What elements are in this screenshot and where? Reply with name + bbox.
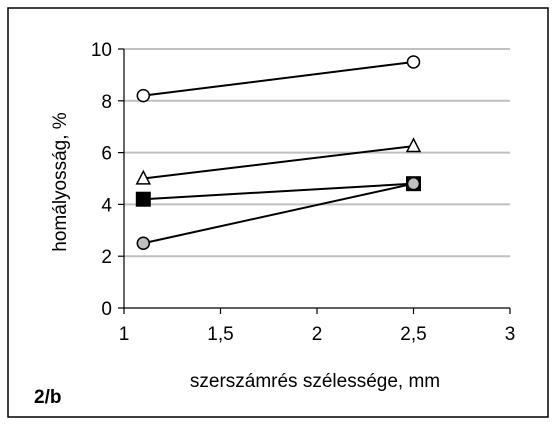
y-tick-label: 10 <box>91 40 112 61</box>
x-tick-label: 1 <box>119 324 130 345</box>
tick-label-layer: 0 2 4 6 8 10 1 1,5 2 2,5 3 <box>91 40 515 345</box>
y-tick-label: 4 <box>101 195 112 216</box>
data-point <box>406 55 421 69</box>
y-axis-label: homályosság, % <box>50 112 71 252</box>
series-line <box>143 182 414 201</box>
series-layer <box>135 55 422 250</box>
x-tick-label: 2,5 <box>400 324 426 345</box>
panel-label: 2/b <box>34 387 61 408</box>
series-line <box>143 145 414 180</box>
y-tick-label: 6 <box>101 144 112 165</box>
data-point <box>406 176 421 191</box>
x-tick-label: 2 <box>312 324 323 345</box>
series-line <box>143 182 414 245</box>
data-point <box>135 191 151 207</box>
data-point <box>136 88 151 103</box>
y-tick-label: 0 <box>101 299 112 320</box>
x-axis-label: szerszámrés szélessége, mm <box>190 371 440 392</box>
data-point <box>135 169 152 185</box>
series-line <box>143 60 414 97</box>
y-tick-label: 8 <box>101 92 112 113</box>
data-point <box>405 137 422 153</box>
axis-layer <box>118 48 511 314</box>
chart-border <box>7 7 549 418</box>
x-tick-label: 1,5 <box>207 324 233 345</box>
grid-layer <box>124 48 510 258</box>
data-point <box>136 236 151 250</box>
y-tick-label: 2 <box>101 247 112 268</box>
x-tick-label: 3 <box>505 324 516 345</box>
